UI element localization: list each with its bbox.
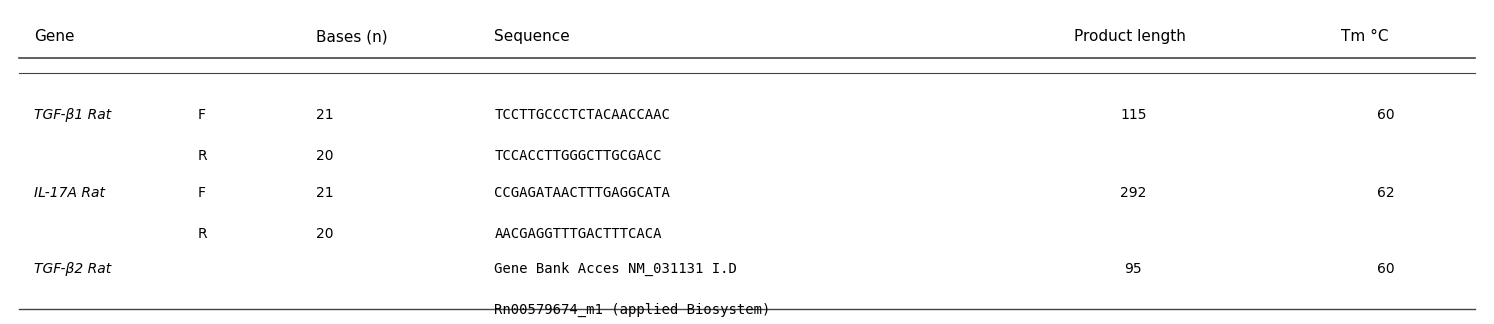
Text: TGF-β1 Rat: TGF-β1 Rat <box>34 108 111 122</box>
Text: Bases (n): Bases (n) <box>317 29 388 44</box>
Text: Tm °C: Tm °C <box>1342 29 1389 44</box>
Text: Sequence: Sequence <box>495 29 571 44</box>
Text: CCGAGATAACTTTGAGGCATA: CCGAGATAACTTTGAGGCATA <box>495 186 671 200</box>
Text: AACGAGGTTTGACTTTCACA: AACGAGGTTTGACTTTCACA <box>495 227 662 241</box>
Text: R: R <box>197 149 208 163</box>
Text: 60: 60 <box>1377 108 1395 122</box>
Text: R: R <box>197 227 208 241</box>
Text: Product length: Product length <box>1074 29 1186 44</box>
Text: TCCTTGCCCTCTACAACCAAC: TCCTTGCCCTCTACAACCAAC <box>495 108 671 122</box>
Text: 21: 21 <box>317 108 333 122</box>
Text: Gene: Gene <box>34 29 75 44</box>
Text: 21: 21 <box>317 186 333 200</box>
Text: IL-17A Rat: IL-17A Rat <box>34 186 105 200</box>
Text: F: F <box>197 186 205 200</box>
Text: Rn00579674_m1 (applied Biosystem): Rn00579674_m1 (applied Biosystem) <box>495 303 771 317</box>
Text: 95: 95 <box>1125 262 1141 276</box>
Text: 20: 20 <box>317 149 333 163</box>
Text: 115: 115 <box>1120 108 1146 122</box>
Text: 20: 20 <box>317 227 333 241</box>
Text: 60: 60 <box>1377 262 1395 276</box>
Text: 292: 292 <box>1120 186 1146 200</box>
Text: F: F <box>197 108 205 122</box>
Text: TCCACCTTGGGCTTGCGACC: TCCACCTTGGGCTTGCGACC <box>495 149 662 163</box>
Text: Gene Bank Acces NM_031131 I.D: Gene Bank Acces NM_031131 I.D <box>495 262 738 276</box>
Text: 62: 62 <box>1377 186 1395 200</box>
Text: TGF-β2 Rat: TGF-β2 Rat <box>34 262 111 276</box>
